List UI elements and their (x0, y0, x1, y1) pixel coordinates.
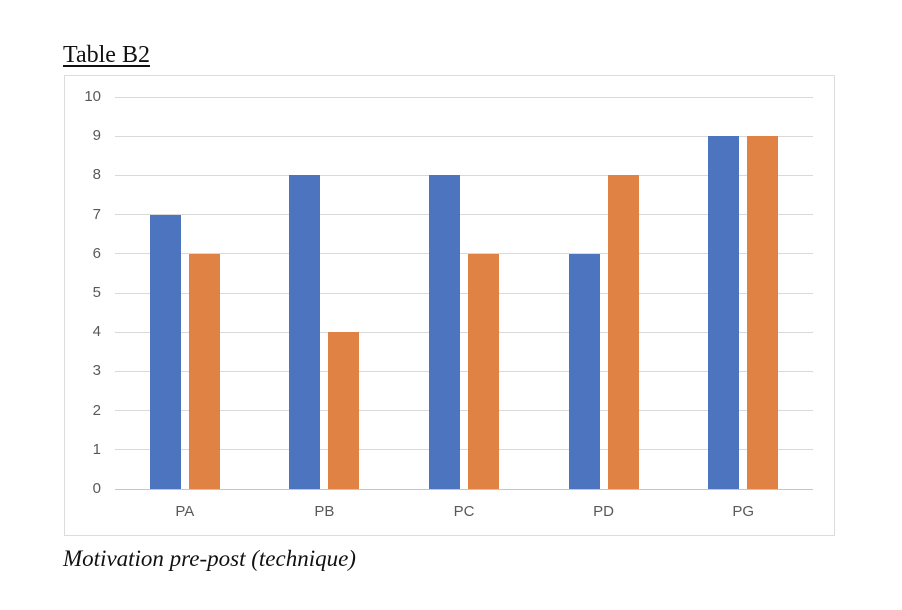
gridline-y5 (115, 292, 813, 294)
chart-frame: 0 1 2 3 4 5 6 7 8 9 10 PA PB PC PD PG (64, 75, 835, 536)
bar-pg-series1 (708, 136, 740, 489)
y-tick-label-2: 2 (92, 401, 101, 419)
category-group-pb: PB (255, 97, 395, 520)
x-axis-line (115, 488, 813, 490)
category-group-pd: PD (534, 97, 674, 520)
y-tick-label-0: 0 (92, 480, 101, 497)
bar-pd-series1 (568, 253, 600, 489)
y-tick-label-9: 9 (92, 127, 101, 145)
gridline-y8 (115, 174, 813, 176)
x-tick-label-pg: PG (732, 503, 755, 520)
bar-chart-plot: 0 1 2 3 4 5 6 7 8 9 10 PA PB PC PD PG (84, 89, 813, 520)
bar-pd-series2 (607, 175, 639, 489)
bar-pc-series1 (428, 175, 460, 489)
x-tick-label-pa: PA (175, 503, 195, 520)
y-tick-label-1: 1 (92, 440, 101, 458)
gridline-y1 (115, 449, 813, 451)
gridline-y2 (115, 410, 813, 412)
y-tick-label-7: 7 (92, 205, 101, 223)
bar-pc-series2 (467, 253, 499, 489)
gridline-y6 (115, 253, 813, 255)
bar-pa-series2 (188, 253, 220, 489)
category-group-pg: PG (673, 97, 813, 520)
category-group-pa: PA (115, 97, 255, 520)
x-tick-label-pb: PB (314, 503, 335, 520)
gridline-y7 (115, 214, 813, 216)
bar-pb-series1 (289, 175, 321, 489)
gridline-y9 (115, 135, 813, 137)
y-tick-label-6: 6 (92, 244, 101, 262)
gridline-y3 (115, 370, 813, 372)
bar-pg-series2 (747, 136, 779, 489)
category-group-pc: PC (394, 97, 534, 520)
y-tick-label-3: 3 (92, 362, 101, 380)
y-tick-label-10: 10 (84, 88, 101, 105)
chart-caption: Motivation pre-post (technique) (63, 546, 356, 571)
gridline-y10 (115, 96, 813, 98)
bar-pa-series1 (149, 214, 181, 489)
y-tick-label-8: 8 (92, 166, 101, 184)
x-tick-label-pc: PC (453, 503, 475, 520)
gridline-y4 (115, 331, 813, 333)
x-tick-label-pd: PD (593, 503, 615, 520)
y-tick-label-5: 5 (92, 284, 101, 301)
chart-title: Table B2 (63, 42, 150, 68)
bar-pb-series2 (328, 332, 360, 489)
y-tick-label-4: 4 (92, 323, 101, 341)
